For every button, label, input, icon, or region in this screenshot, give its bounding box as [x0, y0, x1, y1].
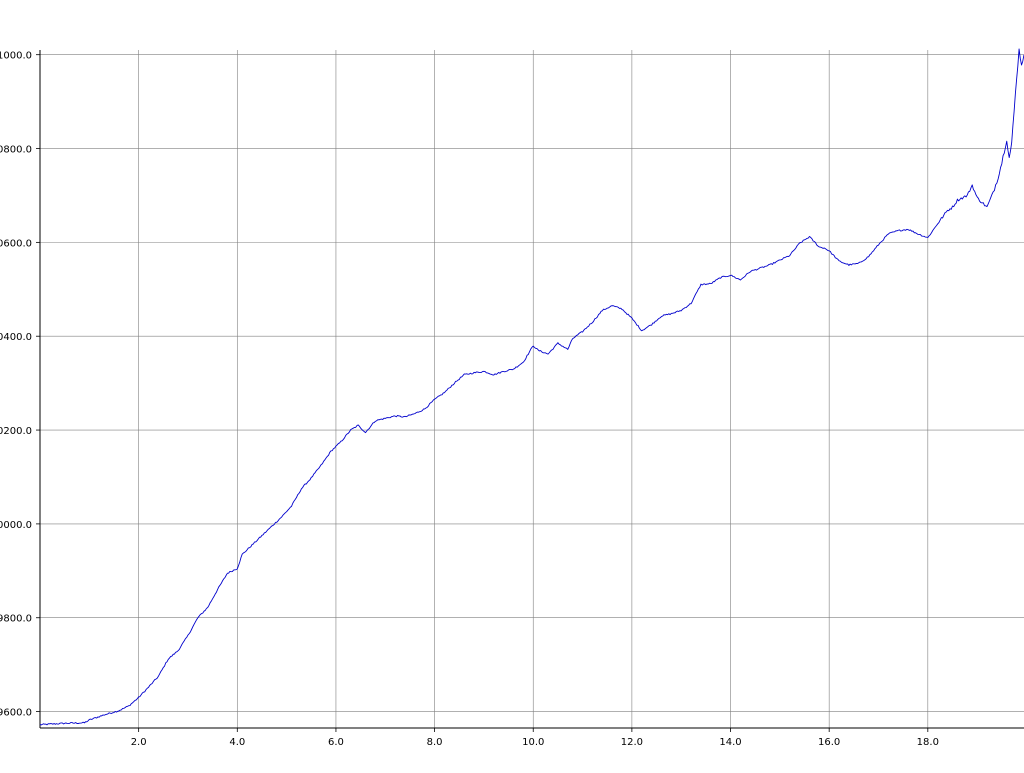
- grid-lines: [40, 50, 1024, 728]
- y-tick-label: 20400.0: [0, 332, 32, 343]
- y-tick-label: 20600.0: [0, 238, 32, 249]
- x-tick-label: 4.0: [229, 737, 245, 748]
- y-tick-label: 21000.0: [0, 51, 32, 62]
- x-tick-label: 16.0: [818, 737, 840, 748]
- series-lines: [40, 49, 1024, 725]
- x-tick-label: 18.0: [917, 737, 939, 748]
- x-tick-label: 2.0: [131, 737, 147, 748]
- x-tick-label: 12.0: [621, 737, 643, 748]
- axes: [36, 50, 1024, 732]
- y-tick-label: 19800.0: [0, 614, 32, 625]
- x-tick-label: 10.0: [522, 737, 544, 748]
- x-tick-label: 8.0: [427, 737, 443, 748]
- y-tick-label: 20800.0: [0, 145, 32, 156]
- tick-labels: 2.0 4.0 6.0 8.0 10.0 12.0 14.0 16.0 18.0 19600.0 1…: [0, 51, 939, 748]
- y-tick-label: 20000.0: [0, 520, 32, 531]
- y-tick-label: 19600.0: [0, 708, 32, 719]
- x-tick-label: 14.0: [719, 737, 741, 748]
- series-line: [40, 49, 1024, 725]
- x-tick-label: 6.0: [328, 737, 344, 748]
- y-tick-label: 20200.0: [0, 426, 32, 437]
